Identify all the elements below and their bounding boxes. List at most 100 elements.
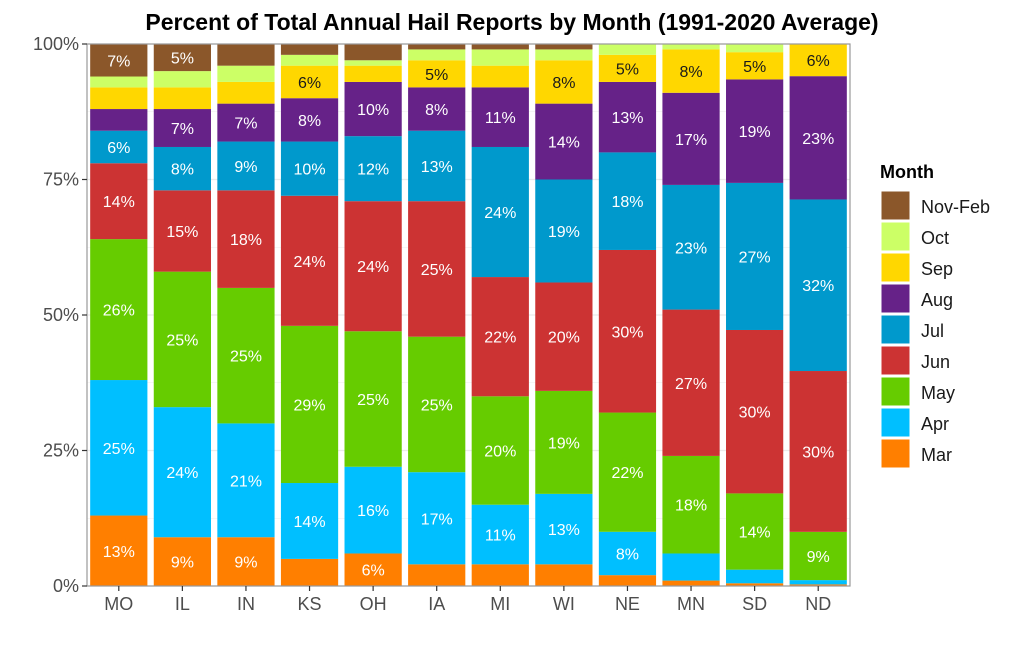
data-label: 10% [294, 162, 326, 179]
data-label: 9% [171, 555, 194, 572]
bar-segment-in-nov-feb [217, 44, 275, 66]
bar-segment-ia-jul [408, 130, 466, 202]
data-label: 18% [611, 194, 643, 211]
bar-segment-mi-mar [471, 564, 529, 586]
bar-segment-ia-may [408, 336, 466, 473]
data-label: 16% [357, 503, 389, 520]
x-tick-label: OH [360, 594, 387, 614]
bar-segment-sd-mar [726, 583, 784, 586]
bar-segment-nd-jun [789, 371, 847, 532]
bars [90, 44, 847, 586]
bar-segment-in-sep [217, 81, 275, 104]
x-tick-label: KS [298, 594, 322, 614]
bar-segment-ne-may [598, 412, 657, 532]
bar-segment-mo-apr [90, 380, 148, 516]
data-label: 12% [357, 162, 389, 179]
bar-segment-mi-may [471, 396, 529, 505]
bar-segment-oh-jun [344, 201, 402, 332]
data-label: 17% [675, 132, 707, 149]
data-label: 8% [552, 75, 575, 92]
bar-segment-ks-oct [280, 54, 339, 66]
x-tick-label: MO [104, 594, 133, 614]
data-label: 18% [675, 498, 707, 515]
x-tick-label: MI [490, 594, 510, 614]
bar-segment-mi-nov-feb [471, 44, 529, 50]
bar-segment-ne-jul [598, 152, 657, 250]
x-tick-label: IA [428, 594, 445, 614]
bar-segment-in-may [217, 287, 275, 424]
bar-segment-in-apr [217, 423, 275, 538]
legend-label: Jul [921, 321, 944, 341]
bar-segment-oh-jul [344, 136, 402, 202]
bar-segment-mn-sep [662, 49, 720, 93]
legend-label: Jun [921, 352, 950, 372]
data-label: 27% [675, 376, 707, 393]
legend-swatch-sep [880, 252, 911, 283]
legend-swatch-apr [880, 407, 911, 438]
data-label: 25% [421, 262, 453, 279]
legend-label: Apr [921, 414, 949, 434]
bar-segment-ia-jun [408, 201, 466, 337]
data-label: 24% [357, 259, 389, 276]
bar-segment-nd-aug [789, 76, 847, 200]
data-label: 19% [739, 124, 771, 141]
bar-segment-mn-apr [662, 553, 720, 581]
bar-segment-sd-apr [726, 569, 784, 584]
y-tick-label: 0% [53, 576, 79, 596]
bar-segment-il-mar [153, 537, 211, 586]
data-label: 20% [484, 444, 516, 461]
data-label: 25% [230, 349, 262, 366]
legend-label: May [921, 383, 955, 403]
data-label: 15% [166, 224, 198, 241]
legend-swatch-oct [880, 221, 911, 252]
data-label: 5% [743, 59, 766, 76]
bar-segment-mn-mar [662, 580, 720, 586]
bar-segment-mo-nov-feb [90, 44, 148, 77]
bar-segment-mi-jun [471, 277, 529, 397]
legend-swatch-aug [880, 283, 911, 314]
data-label: 5% [425, 67, 448, 84]
x-axis: MO IL IN KS OH IA MI WI NE MN SD ND [104, 586, 831, 614]
plot-area: 13% 25% 26% 14% 6% 7% 9% 24% 25% 15% 8% 7% 5% 9% 21% 25… [33, 34, 851, 614]
data-label: 7% [234, 116, 257, 133]
legend-swatch-nov-feb [880, 190, 911, 221]
bar-segment-mo-may [90, 239, 148, 381]
data-label: 8% [425, 102, 448, 119]
bar-segment-mo-aug [90, 109, 148, 131]
x-tick-label: SD [742, 594, 767, 614]
data-label: 5% [171, 51, 194, 68]
bar-segment-mi-sep [471, 65, 529, 88]
bar-segment-nd-jul [789, 199, 847, 372]
data-label: 30% [611, 324, 643, 341]
bar-segment-in-aug [217, 103, 275, 142]
data-label: 14% [294, 514, 326, 531]
data-label: 13% [421, 159, 453, 176]
bar-segment-mo-jun [90, 163, 148, 240]
bar-segment-ia-sep [408, 60, 466, 88]
y-axis: 0% 25% 50% 75% 100% [33, 34, 87, 596]
x-tick-label: NE [615, 594, 640, 614]
bar-segment-il-sep [153, 87, 211, 110]
bar-segment-il-aug [153, 109, 211, 147]
data-label: 25% [103, 441, 135, 458]
bar-segment-oh-sep [344, 65, 402, 82]
data-label: 25% [421, 397, 453, 414]
x-tick-label: WI [553, 594, 575, 614]
data-label: 20% [548, 330, 580, 347]
y-tick-label: 75% [43, 170, 79, 190]
bar-segment-il-may [153, 271, 211, 408]
bar-segment-ia-mar [408, 564, 466, 586]
bar-segment-ia-oct [408, 49, 466, 61]
data-label: 22% [484, 330, 516, 347]
data-label: 6% [362, 563, 385, 580]
bar-segment-wi-jun [535, 282, 593, 391]
legend-label: Nov-Feb [921, 197, 990, 217]
x-tick-label: IN [237, 594, 255, 614]
bar-segment-wi-sep [535, 60, 593, 104]
data-label: 22% [611, 465, 643, 482]
bar-segment-nd-apr [789, 580, 847, 585]
y-tick-label: 25% [43, 441, 79, 461]
data-label: 8% [679, 64, 702, 81]
bar-segment-sd-jun [726, 329, 784, 494]
